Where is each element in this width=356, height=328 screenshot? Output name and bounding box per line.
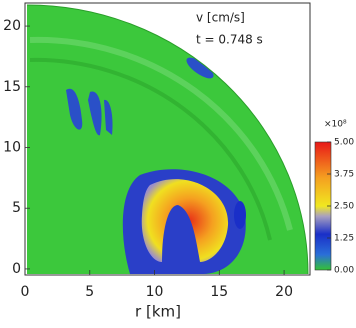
annotation: t = 0.748 s <box>196 33 263 47</box>
annotation: v [cm/s] <box>196 11 245 25</box>
x-tick-label: 10 <box>146 284 164 300</box>
y-tick-label: 0 <box>12 261 21 277</box>
x-tick-label: 20 <box>275 284 293 300</box>
y-tick-label: 20 <box>3 18 21 34</box>
y-tick-label: 15 <box>3 79 21 95</box>
x-tick-label: 5 <box>85 284 94 300</box>
colorbar-tick-label: 3.75 <box>334 170 354 180</box>
x-tick-label: 15 <box>210 284 228 300</box>
colorbar-tick-label: 2.50 <box>334 202 354 212</box>
x-label: r [km] <box>135 303 181 321</box>
plot-frame <box>24 2 311 276</box>
colorbar-tick-label: 0.00 <box>334 266 354 276</box>
y-tick-label: 5 <box>12 200 21 216</box>
colorbar-tick-label: 1.25 <box>334 234 354 244</box>
colorbar-multiplier: ×10⁸ <box>324 120 347 130</box>
x-tick-label: 0 <box>21 284 30 300</box>
y-tick-label: 10 <box>3 140 21 156</box>
colorbar-tick-label: 5.00 <box>334 138 354 148</box>
